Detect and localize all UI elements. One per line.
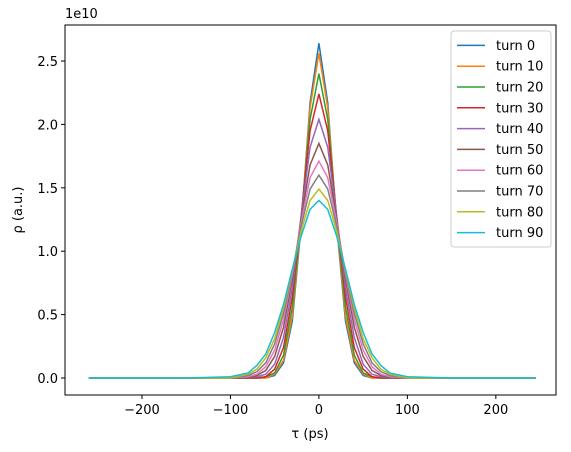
x-tick-label: 100 bbox=[395, 403, 420, 418]
y-offset-label: 1e10 bbox=[65, 7, 98, 22]
y-tick-label: 0.5 bbox=[37, 309, 58, 324]
x-tick-label: −100 bbox=[213, 403, 249, 418]
legend-box bbox=[450, 30, 552, 248]
series-line bbox=[88, 187, 536, 379]
x-tick-label: 0 bbox=[315, 403, 323, 418]
series-line bbox=[88, 173, 536, 379]
legend-label: turn 90 bbox=[496, 226, 543, 241]
legend-label: turn 30 bbox=[496, 101, 543, 116]
legend-label: turn 40 bbox=[496, 122, 543, 137]
x-tick-label: −200 bbox=[124, 403, 160, 418]
y-tick-label: 2.0 bbox=[37, 118, 58, 133]
series-line bbox=[88, 199, 536, 379]
legend-label: turn 80 bbox=[496, 205, 543, 220]
x-axis-label: τ (ps) bbox=[291, 427, 328, 442]
y-tick-label: 1.0 bbox=[37, 245, 58, 260]
y-tick-label: 2.5 bbox=[37, 55, 58, 70]
y-tick-label: 1.5 bbox=[37, 182, 58, 197]
legend-label: turn 50 bbox=[496, 143, 543, 158]
y-tick-label: 0.0 bbox=[37, 372, 58, 387]
legend-label: turn 20 bbox=[496, 81, 543, 96]
x-tick-label: 200 bbox=[483, 403, 508, 418]
legend-label: turn 60 bbox=[496, 164, 543, 179]
series-line bbox=[88, 159, 536, 379]
y-axis-label: ρ (a.u.) bbox=[11, 187, 26, 234]
legend-label: turn 0 bbox=[496, 39, 535, 54]
series-line bbox=[88, 141, 536, 379]
legend-label: turn 10 bbox=[496, 60, 543, 75]
plot-frame bbox=[64, 24, 557, 396]
legend-label: turn 70 bbox=[496, 185, 543, 200]
